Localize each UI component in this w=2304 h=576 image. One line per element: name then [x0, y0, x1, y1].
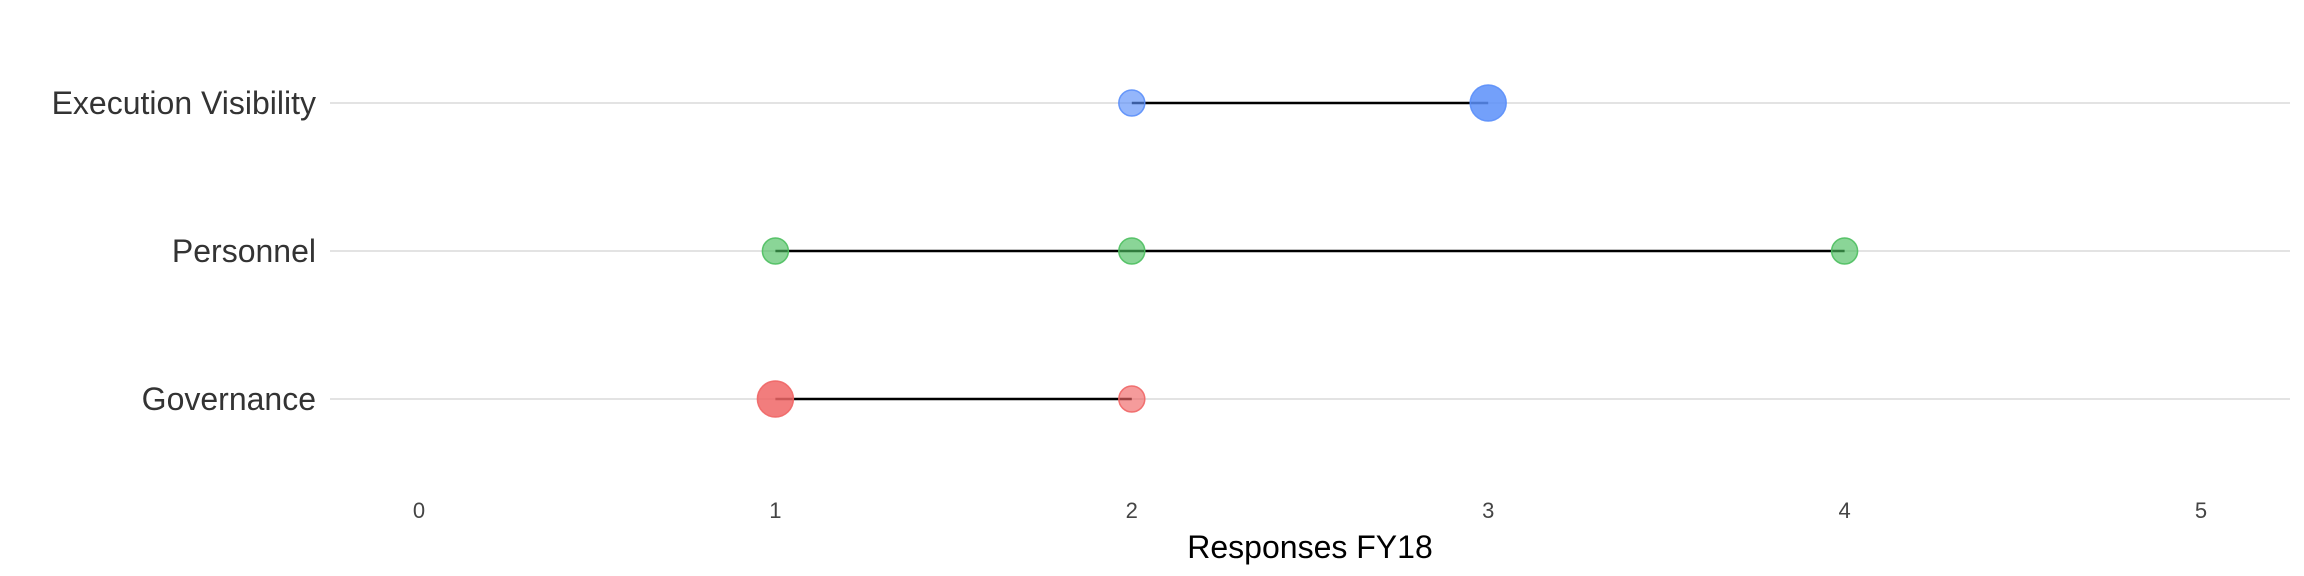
data-point — [761, 237, 790, 265]
x-tick-label: 4 — [1838, 498, 1850, 523]
range-lines — [775, 101, 1845, 401]
x-tick-label: 1 — [769, 498, 781, 523]
category-label: Personnel — [172, 233, 316, 269]
data-point — [756, 380, 795, 418]
x-tick-label: 5 — [2195, 498, 2207, 523]
x-tick-labels: 0 1 2 3 4 5 — [413, 498, 2207, 523]
category-label: Governance — [142, 381, 316, 417]
x-axis-title: Responses FY18 — [1187, 529, 1432, 565]
x-tick-label: 0 — [413, 498, 425, 523]
data-point — [1118, 89, 1146, 117]
data-point — [1118, 237, 1146, 265]
data-point — [1830, 237, 1859, 265]
category-label: Execution Visibility — [52, 85, 316, 121]
x-tick-label: 2 — [1126, 498, 1138, 523]
data-points — [756, 84, 1859, 418]
data-point — [1469, 84, 1507, 122]
category-labels: Execution Visibility Personnel Governance — [52, 85, 316, 417]
data-point — [1118, 385, 1146, 413]
x-tick-label: 3 — [1482, 498, 1494, 523]
